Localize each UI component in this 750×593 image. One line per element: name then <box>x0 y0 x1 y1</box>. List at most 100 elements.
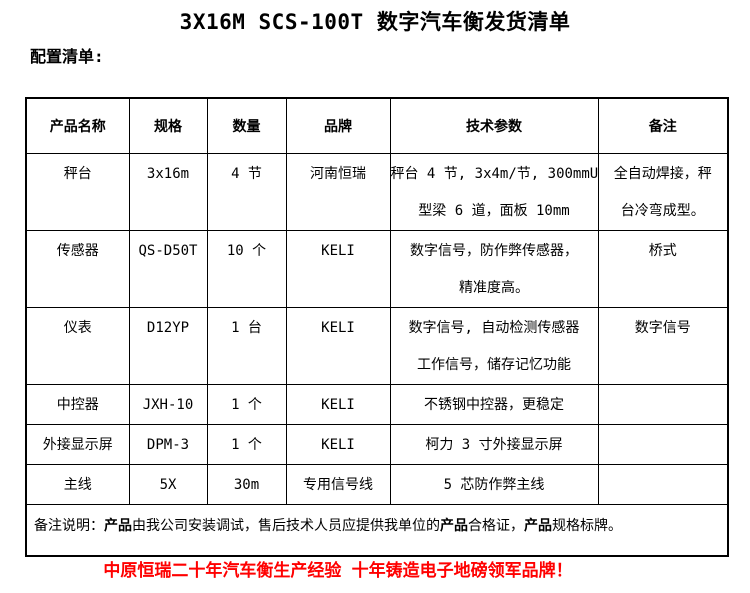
cell-text-line: 10 个 <box>226 243 267 259</box>
cell-brand: KELI <box>285 424 391 465</box>
cell-text-line: 精准度高。 <box>459 280 529 296</box>
footer-note-segment: 产品 <box>104 518 132 534</box>
table-row: 秤台 3x16m 4 节 河南恒瑞 秤台 4 节, 3x4m/节, 300mmU 型梁 6… <box>25 153 729 231</box>
cell-qty: 10 个 <box>206 230 287 308</box>
cell-text-line: KELI <box>321 243 355 259</box>
cell-text-line: 5 芯防作弊主线 <box>443 477 545 493</box>
cell-text-line: 中控器 <box>56 397 99 413</box>
footer-note-segment: 由我公司安装调试，售后技术人员应提供我单位的 <box>132 518 440 534</box>
cell-qty: 1 个 <box>206 424 287 465</box>
cell-brand: KELI <box>285 384 391 425</box>
cell-spec: D12YP <box>128 307 208 385</box>
cell-text-line: 传感器 <box>56 243 99 259</box>
cell-note: 桥式 <box>597 230 729 308</box>
cell-qty: 30m <box>206 464 287 505</box>
cell-text-line: KELI <box>321 397 355 413</box>
cell-text-line: 型梁 6 道，面板 10mm <box>418 203 570 219</box>
cell-text-line: 数字信号，防作弊传感器， <box>410 243 578 259</box>
cell-product-name: 主线 <box>25 464 130 505</box>
table-header-row: 产品名称 规格 数量 品牌 技术参数 备注 <box>25 97 729 154</box>
cell-brand: 河南恒瑞 <box>285 153 391 231</box>
cell-note: 数字信号 <box>597 307 729 385</box>
cell-product-name: 中控器 <box>25 384 130 425</box>
cell-spec: 3x16m <box>128 153 208 231</box>
table-body: 秤台 3x16m 4 节 河南恒瑞 秤台 4 节, 3x4m/节, 300mmU 型梁 6… <box>25 153 729 505</box>
cell-text-line: 数字信号 <box>634 320 691 336</box>
cell-brand: KELI <box>285 230 391 308</box>
header-cell-product-name: 产品名称 <box>25 97 130 154</box>
header-cell-spec: 规格 <box>128 97 208 154</box>
header-cell-brand: 品牌 <box>285 97 391 154</box>
cell-spec: JXH-10 <box>128 384 208 425</box>
header-cell-note: 备注 <box>597 97 729 154</box>
cell-brand: KELI <box>285 307 391 385</box>
footer-note-segment: 合格证， <box>468 518 524 534</box>
footer-note-segment: 产品 <box>440 518 468 534</box>
cell-brand: 专用信号线 <box>285 464 391 505</box>
cell-text-line: QS-D50T <box>138 243 198 259</box>
cell-tech-params: 5 芯防作弊主线 <box>389 464 599 505</box>
cell-text-line: KELI <box>321 437 355 453</box>
cell-text-line: 仪表 <box>63 320 92 336</box>
cell-product-name: 秤台 <box>25 153 130 231</box>
cell-note <box>597 384 729 425</box>
cell-text-line: 秤台 4 节, 3x4m/节, 300mmU <box>390 166 598 182</box>
slogan-text: 中原恒瑞二十年汽车衡生产经验 十年铸造电子地磅领军品牌！ <box>103 561 573 581</box>
header-cell-tech-params: 技术参数 <box>389 97 599 154</box>
page-title: 3X16M SCS-100T 数字汽车衡发货清单 <box>179 10 571 34</box>
cell-text-line: 3x16m <box>146 166 190 182</box>
footer-note-segment: 产品 <box>524 518 552 534</box>
cell-spec: DPM-3 <box>128 424 208 465</box>
cell-spec: QS-D50T <box>128 230 208 308</box>
cell-note <box>597 424 729 465</box>
table-row: 仪表 D12YP 1 台 KELI 数字信号, 自动检测传感器 工作信号，储存记忆功能 数字… <box>25 307 729 385</box>
cell-spec: 5X <box>128 464 208 505</box>
cell-note: 全自动焊接，秤 台冷弯成型。 <box>597 153 729 231</box>
cell-text-line: 1 个 <box>231 397 262 413</box>
footer-note-text: 备注说明：产品由我公司安装调试，售后技术人员应提供我单位的产品合格证，产品规格标… <box>34 508 721 545</box>
cell-text-line: D12YP <box>146 320 190 336</box>
table-row: 中控器 JXH-10 1 个 KELI 不锈钢中控器，更稳定 <box>25 384 729 425</box>
footer-note-row: 备注说明：产品由我公司安装调试，售后技术人员应提供我单位的产品合格证，产品规格标… <box>25 504 729 557</box>
cell-tech-params: 数字信号, 自动检测传感器 工作信号，储存记忆功能 <box>389 307 599 385</box>
header-cell-qty: 数量 <box>206 97 287 154</box>
cell-product-name: 传感器 <box>25 230 130 308</box>
cell-text-line: 桥式 <box>648 243 677 259</box>
cell-text-line: 台冷弯成型。 <box>620 203 705 219</box>
cell-tech-params: 秤台 4 节, 3x4m/节, 300mmU 型梁 6 道，面板 10mm <box>389 153 599 231</box>
cell-qty: 4 节 <box>206 153 287 231</box>
table-row: 主线 5X 30m 专用信号线 5 芯防作弊主线 <box>25 464 729 505</box>
table-row: 传感器 QS-D50T 10 个 KELI 数字信号，防作弊传感器， 精准度高。 桥式 <box>25 230 729 308</box>
cell-note <box>597 464 729 505</box>
cell-text-line: 柯力 3 寸外接显示屏 <box>425 437 563 453</box>
cell-text-line: 5X <box>159 477 177 493</box>
cell-text-line: 1 个 <box>231 437 262 453</box>
cell-text-line: 工作信号，储存记忆功能 <box>417 357 571 373</box>
cell-tech-params: 不锈钢中控器，更稳定 <box>389 384 599 425</box>
cell-text-line: 数字信号, 自动检测传感器 <box>408 320 580 336</box>
footer-note-cell: 备注说明：产品由我公司安装调试，售后技术人员应提供我单位的产品合格证，产品规格标… <box>25 504 729 557</box>
cell-tech-params: 柯力 3 寸外接显示屏 <box>389 424 599 465</box>
subtitle-label: 配置清单: <box>30 47 104 66</box>
cell-text-line: 1 台 <box>231 320 262 336</box>
cell-qty: 1 台 <box>206 307 287 385</box>
footer-note-segment: 规格标牌。 <box>552 518 622 534</box>
cell-text-line: 外接显示屏 <box>42 437 113 453</box>
footer-note-segment: 备注说明： <box>34 518 104 534</box>
cell-text-line: 不锈钢中控器，更稳定 <box>424 397 564 413</box>
cell-product-name: 仪表 <box>25 307 130 385</box>
cell-text-line: DPM-3 <box>146 437 190 453</box>
cell-text-line: 30m <box>233 477 260 493</box>
cell-text-line: JXH-10 <box>142 397 194 413</box>
cell-text-line: 专用信号线 <box>303 477 373 493</box>
cell-text-line: 秤台 <box>63 166 92 182</box>
cell-text-line: KELI <box>321 320 355 336</box>
cell-text-line: 4 节 <box>231 166 262 182</box>
table-row: 外接显示屏 DPM-3 1 个 KELI 柯力 3 寸外接显示屏 <box>25 424 729 465</box>
cell-text-line: 全自动焊接，秤 <box>613 166 712 182</box>
cell-tech-params: 数字信号，防作弊传感器， 精准度高。 <box>389 230 599 308</box>
cell-qty: 1 个 <box>206 384 287 425</box>
cell-text-line: 河南恒瑞 <box>310 166 366 182</box>
cell-text-line: 主线 <box>63 477 92 493</box>
packing-list-table: 产品名称 规格 数量 品牌 技术参数 备注 秤台 3x16m 4 节 河南恒瑞 秤台 4… <box>25 97 729 557</box>
